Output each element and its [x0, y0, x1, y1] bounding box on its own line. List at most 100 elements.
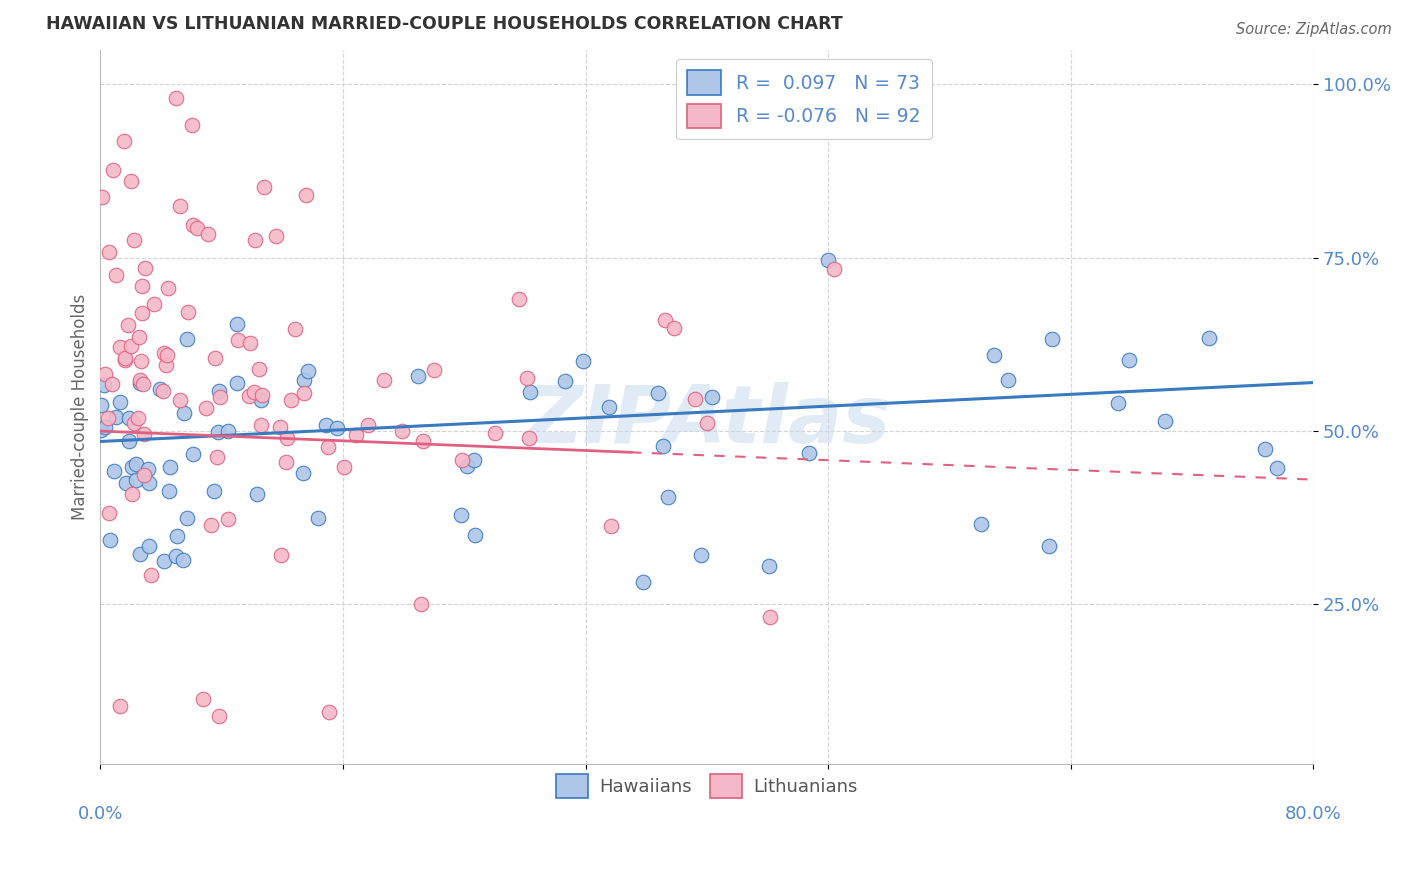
- Point: [98, 506, 121, 520]
- Point: [156, 281, 179, 295]
- Point: [131, 279, 153, 293]
- Point: [217, 512, 239, 526]
- Point: [115, 476, 138, 491]
- Point: [103, 163, 125, 178]
- Point: [117, 318, 139, 333]
- Point: [180, 119, 202, 133]
- Point: [307, 511, 329, 525]
- Point: [598, 401, 620, 415]
- Text: 80.0%: 80.0%: [1285, 805, 1341, 823]
- Point: [197, 227, 219, 241]
- Point: [456, 459, 478, 474]
- Point: [508, 293, 530, 307]
- Y-axis label: Married-couple Households: Married-couple Households: [72, 293, 89, 520]
- Point: [193, 692, 215, 706]
- Point: [208, 390, 231, 404]
- Point: [90, 398, 112, 412]
- Point: [651, 439, 673, 453]
- Point: [110, 394, 132, 409]
- Point: [1153, 414, 1175, 428]
- Point: [238, 389, 260, 403]
- Point: [295, 188, 318, 202]
- Point: [181, 446, 204, 460]
- Point: [292, 373, 315, 387]
- Point: [554, 374, 576, 388]
- Point: [169, 199, 191, 213]
- Point: [93, 377, 115, 392]
- Text: HAWAIIAN VS LITHUANIAN MARRIED-COUPLE HOUSEHOLDS CORRELATION CHART: HAWAIIAN VS LITHUANIAN MARRIED-COUPLE HO…: [46, 15, 842, 33]
- Point: [357, 418, 380, 433]
- Point: [131, 377, 153, 392]
- Point: [280, 393, 302, 408]
- Point: [318, 705, 340, 719]
- Point: [226, 376, 249, 390]
- Point: [132, 427, 155, 442]
- Point: [125, 457, 148, 471]
- Point: [110, 340, 132, 354]
- Point: [316, 440, 339, 454]
- Point: [173, 405, 195, 419]
- Point: [689, 548, 711, 562]
- Point: [153, 346, 176, 360]
- Point: [292, 466, 315, 480]
- Point: [139, 568, 162, 582]
- Point: [207, 425, 229, 440]
- Point: [276, 431, 298, 445]
- Point: [177, 305, 200, 319]
- Point: [114, 353, 136, 368]
- Point: [176, 511, 198, 525]
- Point: [519, 385, 541, 400]
- Point: [122, 416, 145, 430]
- Point: [1118, 353, 1140, 368]
- Point: [122, 233, 145, 247]
- Point: [817, 253, 839, 268]
- Point: [153, 554, 176, 568]
- Point: [647, 386, 669, 401]
- Point: [423, 363, 446, 377]
- Point: [516, 371, 538, 385]
- Point: [159, 460, 181, 475]
- Point: [239, 335, 262, 350]
- Point: [90, 424, 112, 438]
- Point: [103, 464, 125, 478]
- Point: [121, 459, 143, 474]
- Point: [101, 377, 124, 392]
- Point: [128, 376, 150, 390]
- Point: [94, 420, 117, 434]
- Point: [572, 353, 595, 368]
- Point: [97, 410, 120, 425]
- Point: [599, 519, 621, 533]
- Point: [131, 306, 153, 320]
- Point: [1198, 331, 1220, 345]
- Point: [128, 330, 150, 344]
- Point: [315, 417, 337, 432]
- Point: [93, 368, 115, 382]
- Point: [129, 547, 152, 561]
- Point: [165, 549, 187, 564]
- Point: [412, 434, 434, 449]
- Point: [243, 384, 266, 399]
- Point: [125, 473, 148, 487]
- Point: [253, 180, 276, 194]
- Point: [391, 424, 413, 438]
- Point: [138, 475, 160, 490]
- Point: [823, 261, 845, 276]
- Point: [517, 431, 540, 445]
- Point: [121, 487, 143, 501]
- Point: [120, 339, 142, 353]
- Point: [132, 468, 155, 483]
- Point: [247, 362, 270, 376]
- Point: [344, 428, 367, 442]
- Point: [654, 313, 676, 327]
- Point: [131, 354, 153, 368]
- Point: [246, 487, 269, 501]
- Point: [165, 91, 187, 105]
- Point: [1265, 461, 1288, 475]
- Point: [166, 529, 188, 543]
- Point: [252, 388, 274, 402]
- Point: [225, 317, 247, 331]
- Point: [411, 597, 433, 611]
- Point: [450, 508, 472, 522]
- Point: [207, 384, 229, 398]
- Point: [205, 450, 228, 464]
